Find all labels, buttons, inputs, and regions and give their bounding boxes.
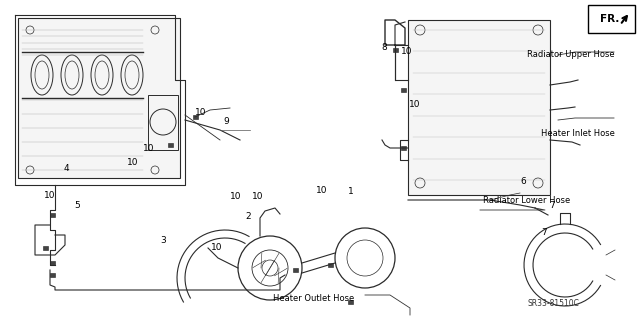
Text: 6: 6 xyxy=(521,177,526,186)
Bar xyxy=(392,48,397,52)
Bar xyxy=(401,146,406,150)
Text: Heater Inlet Hose: Heater Inlet Hose xyxy=(541,130,614,138)
Bar xyxy=(49,213,54,217)
Bar xyxy=(408,20,550,195)
Bar xyxy=(193,115,198,119)
Text: 9: 9 xyxy=(223,117,228,126)
Bar xyxy=(292,268,298,272)
Text: 10: 10 xyxy=(409,100,420,109)
Bar xyxy=(49,261,54,265)
Text: 8: 8 xyxy=(381,43,387,52)
Bar xyxy=(168,143,173,147)
Text: 2: 2 xyxy=(246,212,251,221)
Text: 10: 10 xyxy=(127,158,139,167)
Text: 7: 7 xyxy=(541,228,547,237)
Text: 7: 7 xyxy=(549,201,554,210)
Text: 10: 10 xyxy=(252,192,264,201)
Text: 10: 10 xyxy=(401,47,412,56)
Text: FR.: FR. xyxy=(600,14,620,24)
Text: Heater Outlet Hose: Heater Outlet Hose xyxy=(273,294,354,303)
Text: SR33-81510C: SR33-81510C xyxy=(527,299,580,308)
Bar xyxy=(401,88,406,92)
Text: Radiator Lower Hose: Radiator Lower Hose xyxy=(483,197,570,205)
Bar xyxy=(348,300,353,304)
Text: 10: 10 xyxy=(143,144,155,153)
Text: 3: 3 xyxy=(161,236,166,245)
Bar xyxy=(49,273,54,277)
Text: 10: 10 xyxy=(230,192,241,201)
Text: 5: 5 xyxy=(74,201,79,210)
Text: Radiator Upper Hose: Radiator Upper Hose xyxy=(527,50,614,59)
Bar xyxy=(18,18,180,178)
Bar xyxy=(42,246,47,250)
Text: 4: 4 xyxy=(63,164,68,173)
Text: 10: 10 xyxy=(211,243,222,252)
Bar xyxy=(328,263,333,267)
Bar xyxy=(148,95,178,150)
Text: 10: 10 xyxy=(44,191,56,200)
Text: 10: 10 xyxy=(195,108,206,117)
Text: 10: 10 xyxy=(316,186,328,195)
Text: 1: 1 xyxy=(348,187,353,196)
Bar xyxy=(588,5,635,33)
